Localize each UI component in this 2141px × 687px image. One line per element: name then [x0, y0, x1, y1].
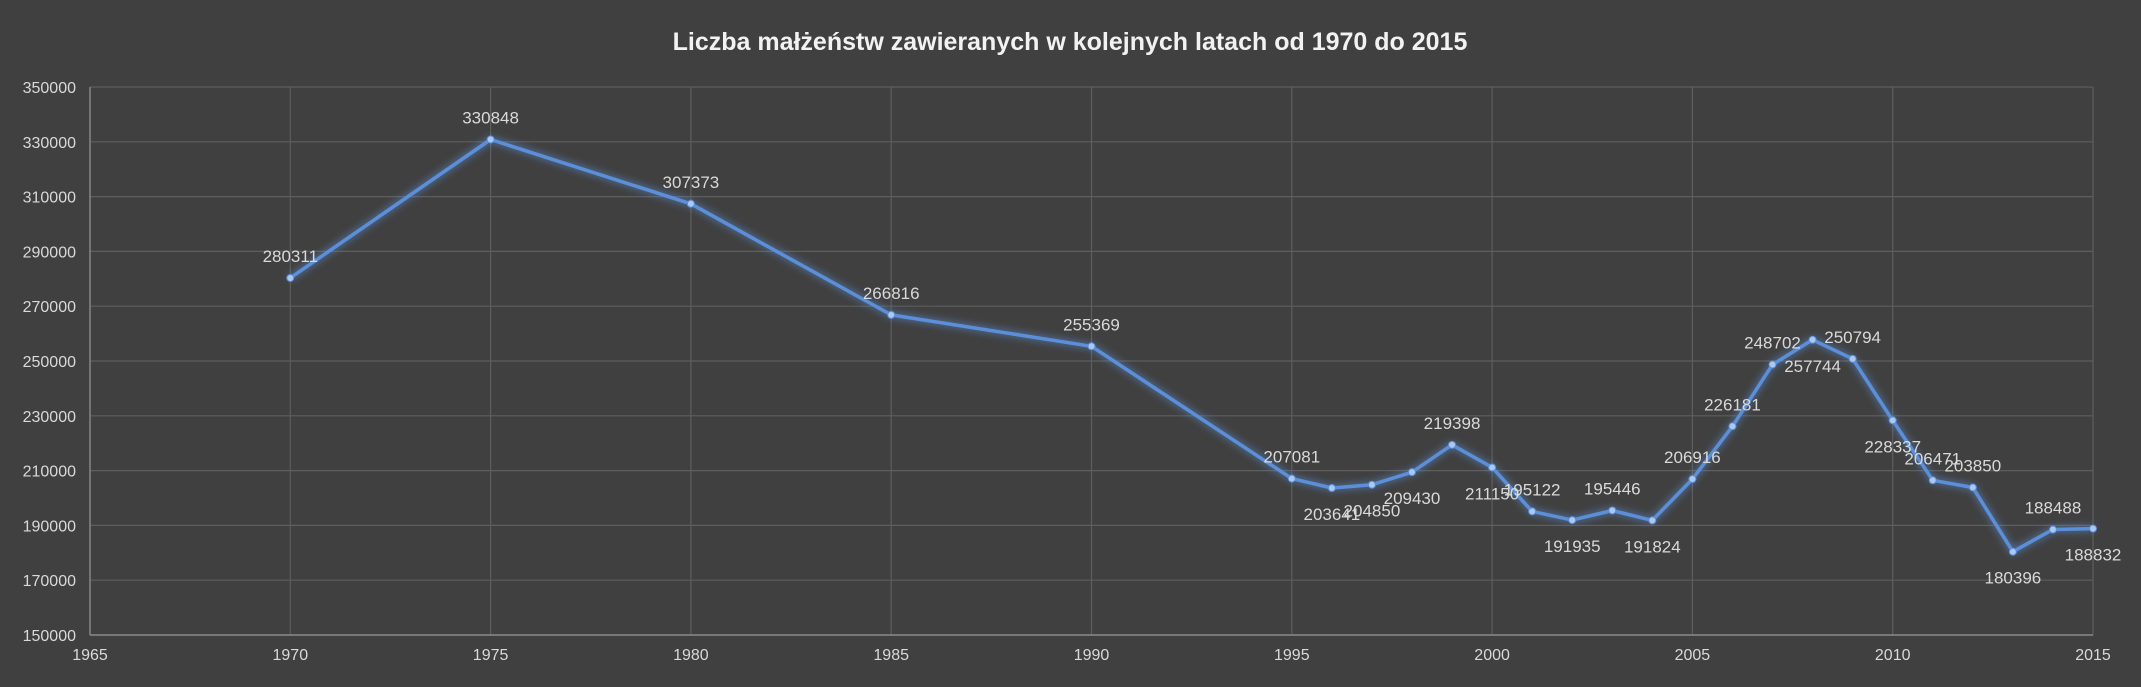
data-point[interactable]	[1327, 484, 1336, 493]
data-label: 180396	[1985, 569, 2042, 588]
y-tick-label: 210000	[23, 464, 76, 481]
data-point[interactable]	[887, 310, 896, 319]
data-label: 255369	[1063, 315, 1120, 334]
data-label: 266816	[863, 284, 920, 303]
data-label: 248702	[1744, 334, 1801, 353]
data-label: 195446	[1584, 479, 1641, 498]
x-tick-label: 1970	[273, 647, 309, 664]
data-label: 206471	[1904, 449, 1961, 468]
data-point[interactable]	[2008, 547, 2017, 556]
x-tick-label: 1990	[1074, 647, 1110, 664]
x-tick-label: 1995	[1274, 647, 1310, 664]
y-tick-label: 270000	[23, 299, 76, 316]
data-label: 257744	[1784, 357, 1841, 376]
data-point[interactable]	[1648, 516, 1657, 525]
x-tick-label: 1975	[473, 647, 509, 664]
data-point[interactable]	[1888, 416, 1897, 425]
y-tick-label: 310000	[23, 190, 76, 207]
data-point[interactable]	[1407, 468, 1416, 477]
x-tick-label: 1965	[72, 647, 108, 664]
x-tick-label: 2005	[1675, 647, 1711, 664]
data-label: 203850	[1944, 456, 2001, 475]
data-label: 203641	[1303, 505, 1360, 524]
x-tick-label: 1980	[673, 647, 709, 664]
data-point[interactable]	[686, 199, 695, 208]
y-tick-label: 290000	[23, 244, 76, 261]
data-point[interactable]	[1448, 440, 1457, 449]
series	[286, 135, 2097, 556]
data-label: 226181	[1704, 395, 1761, 414]
data-label: 280311	[263, 247, 318, 266]
data-label: 191935	[1544, 537, 1601, 556]
data-label: 307373	[663, 173, 720, 192]
data-point[interactable]	[1568, 516, 1577, 525]
data-label: 188832	[2065, 546, 2122, 565]
y-tick-label: 250000	[23, 354, 76, 371]
data-point[interactable]	[1367, 480, 1376, 489]
data-label: 206916	[1664, 448, 1721, 467]
axes: 150000 170000 190000 210000 230000 250000 2700…	[23, 80, 2111, 664]
data-label: 330848	[462, 108, 519, 127]
data-point[interactable]	[1287, 474, 1296, 483]
data-point[interactable]	[1968, 483, 1977, 492]
data-label: 207081	[1263, 448, 1320, 467]
data-label: 195122	[1504, 480, 1561, 499]
data-point[interactable]	[286, 273, 295, 282]
x-tick-label: 2000	[1474, 647, 1510, 664]
data-label: 188488	[2025, 499, 2082, 518]
data-point[interactable]	[1848, 354, 1857, 363]
y-tick-label: 330000	[23, 135, 76, 152]
data-point[interactable]	[1928, 476, 1937, 485]
data-point[interactable]	[2048, 525, 2057, 534]
x-tick-label: 2010	[1875, 647, 1911, 664]
data-point[interactable]	[1488, 463, 1497, 472]
series-line	[289, 137, 2094, 554]
data-label: 204850	[1344, 502, 1401, 521]
data-label: 219398	[1424, 414, 1481, 433]
data-point[interactable]	[1528, 507, 1537, 516]
data-point[interactable]	[1728, 422, 1737, 431]
data-label: 250794	[1824, 328, 1881, 347]
data-point[interactable]	[1768, 360, 1777, 369]
data-point[interactable]	[1608, 506, 1617, 515]
data-label: 209430	[1384, 489, 1441, 508]
x-tick-label: 1985	[873, 647, 909, 664]
data-point[interactable]	[1087, 342, 1096, 351]
y-tick-label: 350000	[23, 80, 76, 97]
y-tick-label: 230000	[23, 409, 76, 426]
grid	[90, 86, 2094, 635]
data-label: 228337	[1864, 437, 1921, 456]
data-point[interactable]	[1808, 335, 1817, 344]
data-label: 191824	[1624, 537, 1681, 556]
chart-title: Liczba małżeństw zawieranych w kolejnych…	[673, 28, 1468, 56]
y-tick-label: 170000	[23, 573, 76, 590]
data-labels: 280311 330848 307373 266816 255369 207081 2036…	[263, 108, 2122, 587]
data-point[interactable]	[2089, 524, 2097, 533]
y-tick-label: 190000	[23, 518, 76, 535]
data-point[interactable]	[486, 135, 495, 144]
y-tick-label: 150000	[23, 628, 76, 645]
data-point[interactable]	[1688, 475, 1697, 484]
data-label: 211150	[1465, 484, 1519, 503]
x-tick-label: 2015	[2075, 647, 2111, 664]
